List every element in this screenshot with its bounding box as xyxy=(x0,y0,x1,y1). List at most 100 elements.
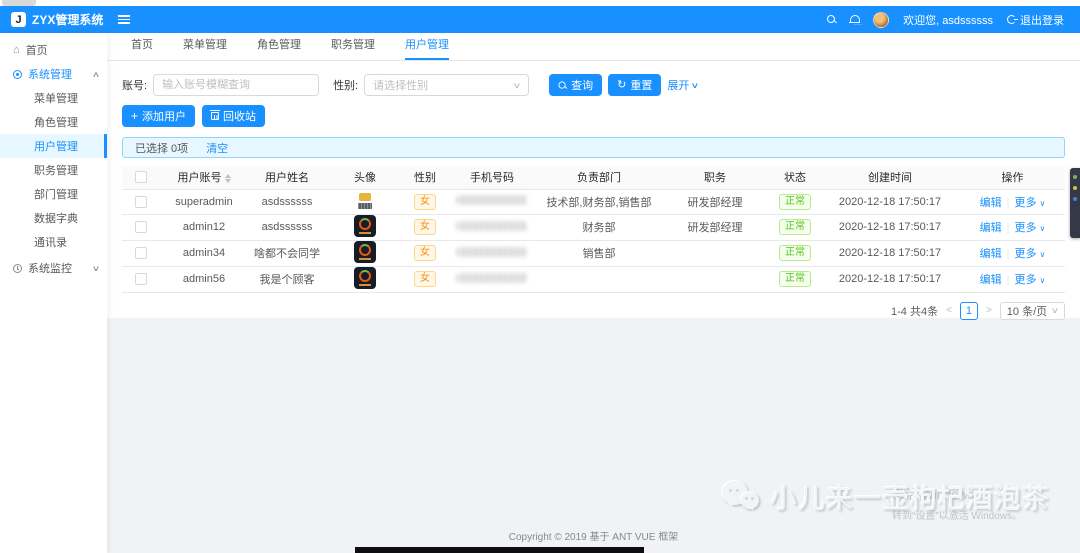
cell-dept: 财务部 xyxy=(538,214,660,241)
tab-role-mgmt[interactable]: 角色管理 xyxy=(257,39,301,51)
more-link[interactable]: 更多 ∨ xyxy=(1014,222,1046,234)
more-link[interactable]: 更多 ∨ xyxy=(1014,274,1046,286)
sidebar-menu-mgmt-label: 菜单管理 xyxy=(34,93,78,105)
logout-button[interactable]: 退出登录 xyxy=(1007,12,1064,28)
chevron-down-icon: ∨ xyxy=(1039,224,1046,233)
account-label: 账号: xyxy=(122,80,148,92)
col-gender: 性别 xyxy=(404,166,446,190)
table-header-row: 用户账号 用户姓名 头像 性别 手机号码 负责部门 职务 状态 创建时间 操作 xyxy=(122,166,1065,190)
plus-icon: + xyxy=(131,109,139,123)
user-avatar[interactable] xyxy=(873,11,890,28)
cell-created: 2020-12-18 17:50:17 xyxy=(820,266,960,293)
chevron-down-icon: ∨ xyxy=(1039,250,1046,259)
trash-icon xyxy=(210,110,221,120)
sidebar-item-data-dict[interactable]: 数据字典 xyxy=(0,206,107,230)
cell-job: 研发部经理 xyxy=(660,189,770,215)
reset-button[interactable]: ↻ 重置 xyxy=(608,74,662,96)
col-name: 用户姓名 xyxy=(248,166,326,190)
expand-link[interactable]: 展开 ∨ xyxy=(667,77,700,93)
sidebar-item-role-mgmt[interactable]: 角色管理 xyxy=(0,110,107,134)
cell-name: asdssssss xyxy=(248,214,326,241)
sidebar-user-mgmt-label: 用户管理 xyxy=(34,141,78,153)
col-account[interactable]: 用户账号 xyxy=(160,166,248,190)
sidebar-item-user-mgmt[interactable]: 用户管理 xyxy=(0,134,107,158)
gender-select[interactable]: 请选择性别 ∨ xyxy=(364,74,530,96)
gender-tag: 女 xyxy=(414,219,436,235)
edit-link[interactable]: 编辑 xyxy=(979,248,1002,260)
sidebar-item-dept-mgmt[interactable]: 部门管理 xyxy=(0,182,107,206)
tab-home[interactable]: 首页 xyxy=(131,39,153,51)
pagination: 1-4 共4条 < 1 > 10 条/页 ∨ xyxy=(122,301,1065,320)
content-area: 首页 菜单管理 角色管理 职务管理 用户管理 账号: 性别: 请选择性别 ∨ xyxy=(107,33,1080,553)
cell-name: 啥都不会同学 xyxy=(248,240,326,267)
tab-position-mgmt[interactable]: 职务管理 xyxy=(331,39,375,51)
sidebar-item-system-mgmt[interactable]: 系统管理 ∧ xyxy=(0,62,107,86)
sidebar-dept-mgmt-label: 部门管理 xyxy=(34,189,78,201)
welcome-text: 欢迎您, asdssssss xyxy=(903,14,993,27)
table-row: superadmin asdssssss 女 技术部,财务部,销售部 研发部经理… xyxy=(122,189,1065,215)
row-checkbox[interactable] xyxy=(135,195,147,208)
user-mgmt-panel: 账号: 性别: 请选择性别 ∨ 查询 ↻ 重置 xyxy=(107,61,1080,320)
filter-row: 账号: 性别: 请选择性别 ∨ 查询 ↻ 重置 xyxy=(122,61,1065,96)
clear-selection-link[interactable]: 清空 xyxy=(206,142,229,155)
cell-dept xyxy=(538,266,660,293)
logo-avatar xyxy=(354,214,376,237)
bell-icon[interactable] xyxy=(849,14,861,25)
add-user-button[interactable]: + 添加用户 xyxy=(122,105,196,127)
sorter-icon[interactable] xyxy=(224,173,231,183)
windows-activation-line1: 激活 Windows xyxy=(891,487,975,502)
sidebar-item-home[interactable]: ⌂ 首页 xyxy=(0,38,107,62)
row-checkbox[interactable] xyxy=(135,273,147,286)
chevron-up-icon: ∧ xyxy=(91,69,101,79)
chevron-down-icon: ∨ xyxy=(690,80,700,90)
expand-label: 展开 xyxy=(667,80,690,92)
menu-fold-icon[interactable] xyxy=(118,15,130,24)
windows-activation-line2: 转到“设置”以激活 Windows。 xyxy=(891,511,1022,522)
row-checkbox[interactable] xyxy=(135,221,147,234)
sidebar-system-mgmt-label: 系统管理 xyxy=(28,69,72,81)
tab-menu-mgmt[interactable]: 菜单管理 xyxy=(183,39,227,51)
sidebar-item-menu-mgmt[interactable]: 菜单管理 xyxy=(0,86,107,110)
chevron-down-icon: ∨ xyxy=(512,80,522,90)
sidebar-item-contacts[interactable]: 通讯录 xyxy=(0,230,107,254)
recycle-bin-button[interactable]: 回收站 xyxy=(202,105,266,127)
footer-copyright: Copyright © 2019 基于 ANT VUE 框架 xyxy=(508,532,679,543)
phone-redacted xyxy=(456,272,528,283)
edit-link[interactable]: 编辑 xyxy=(979,274,1002,286)
chevron-down-icon: ∨ xyxy=(1039,276,1046,285)
sidebar-system-monitor-label: 系统监控 xyxy=(28,263,72,275)
select-all-checkbox[interactable] xyxy=(135,171,147,184)
gender-label: 性别: xyxy=(333,80,359,92)
row-checkbox[interactable] xyxy=(135,247,147,260)
search-button[interactable]: 查询 xyxy=(549,74,603,96)
sidebar-contacts-label: 通讯录 xyxy=(34,237,67,249)
cell-account: admin12 xyxy=(160,214,248,241)
search-button-label: 查询 xyxy=(571,80,594,92)
next-page-button[interactable]: > xyxy=(985,305,992,316)
sidebar-role-mgmt-label: 角色管理 xyxy=(34,117,78,129)
home-icon: ⌂ xyxy=(13,43,20,56)
page-size-select[interactable]: 10 条/页 ∨ xyxy=(999,301,1065,320)
account-input[interactable] xyxy=(153,74,320,96)
cell-name: 我是个顾客 xyxy=(248,266,326,293)
sidebar-position-mgmt-label: 职务管理 xyxy=(34,165,78,177)
gender-select-placeholder: 请选择性别 xyxy=(373,80,429,92)
edit-link[interactable]: 编辑 xyxy=(979,222,1002,234)
col-dept: 负责部门 xyxy=(538,166,660,190)
app-title: ZYX管理系统 xyxy=(32,13,104,27)
more-link[interactable]: 更多 ∨ xyxy=(1014,196,1046,209)
col-account-label: 用户账号 xyxy=(177,172,222,185)
edit-link[interactable]: 编辑 xyxy=(979,196,1002,209)
tab-user-mgmt[interactable]: 用户管理 xyxy=(405,36,449,60)
cell-name: asdssssss xyxy=(248,189,326,215)
floating-widget[interactable] xyxy=(1070,168,1080,238)
sidebar-item-position-mgmt[interactable]: 职务管理 xyxy=(0,158,107,182)
selection-alert: 已选择 0项 清空 xyxy=(122,137,1065,158)
current-page-button[interactable]: 1 xyxy=(959,301,978,320)
sidebar-item-system-monitor[interactable]: 系统监控 ∨ xyxy=(0,256,107,280)
more-link[interactable]: 更多 ∨ xyxy=(1014,248,1046,260)
top-edge-artifact xyxy=(2,0,36,6)
search-icon[interactable] xyxy=(827,15,836,24)
prev-page-button[interactable]: < xyxy=(946,305,952,316)
